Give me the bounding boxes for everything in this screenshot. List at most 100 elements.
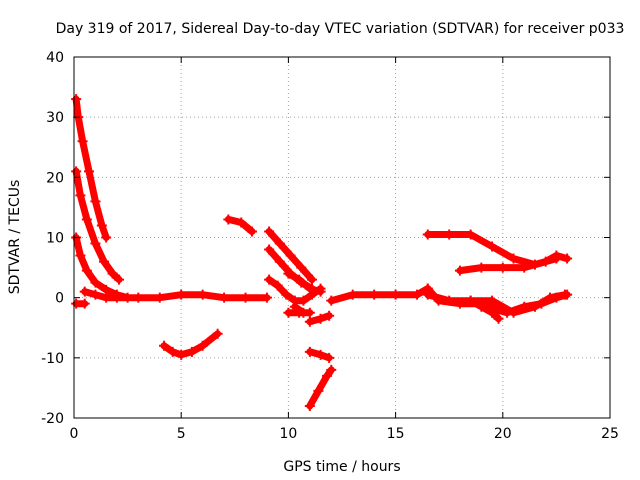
data-point	[487, 241, 498, 252]
data-point	[261, 292, 272, 303]
series-arc-22	[465, 295, 504, 324]
data-point	[444, 295, 455, 306]
data-point	[167, 346, 178, 357]
axis-ticks: 0 5 10 15 20 25 -20 -10 0 10 20 30 40	[41, 50, 619, 442]
x-tick-label: 15	[387, 426, 405, 442]
series-line	[72, 95, 110, 241]
x-tick-label: 25	[601, 426, 619, 442]
data-point	[133, 292, 144, 303]
data-point	[264, 274, 275, 285]
data-point	[326, 364, 337, 375]
data-point	[107, 268, 118, 279]
data-point	[324, 310, 335, 321]
data-point	[264, 226, 275, 237]
series-arc-11	[283, 268, 326, 297]
data-point	[75, 250, 86, 261]
data-point	[90, 277, 101, 288]
data-point	[186, 346, 197, 357]
data-point	[304, 346, 315, 357]
data-point	[476, 262, 487, 273]
x-axis-label: GPS time / hours	[283, 459, 400, 475]
data-point	[315, 313, 326, 324]
series-arc-7	[223, 214, 257, 237]
y-tick-label: 20	[46, 170, 64, 186]
data-point	[246, 226, 257, 237]
series-arc-21	[454, 250, 573, 276]
data-point	[559, 289, 570, 300]
x-tick-label: 0	[70, 426, 79, 442]
series-arc-14	[304, 310, 335, 327]
data-point	[519, 262, 530, 273]
data-point	[240, 292, 251, 303]
series-arc-10	[264, 274, 326, 306]
data-point	[99, 256, 110, 267]
data-point	[422, 229, 433, 240]
data-point	[422, 289, 433, 300]
series-line	[306, 366, 335, 410]
data-point	[298, 307, 309, 318]
y-tick-label: 40	[46, 50, 64, 66]
data-point	[283, 307, 294, 318]
data-point	[347, 289, 358, 300]
series-line	[160, 330, 222, 359]
data-point	[81, 265, 92, 276]
data-point	[274, 256, 285, 267]
data-point	[285, 250, 296, 261]
data-point	[289, 301, 300, 312]
series-arc-2	[71, 166, 125, 285]
series-line	[291, 303, 307, 317]
data-point	[306, 274, 317, 285]
data-series	[71, 94, 573, 411]
data-point	[111, 292, 122, 303]
series-arc-15	[304, 346, 335, 363]
data-point	[315, 286, 326, 297]
data-point	[283, 268, 294, 279]
data-point	[493, 313, 504, 324]
data-point	[304, 283, 315, 294]
data-point	[497, 262, 508, 273]
data-point	[159, 340, 170, 351]
data-point	[79, 286, 90, 297]
data-point	[154, 292, 165, 303]
data-point	[274, 238, 285, 249]
data-point	[79, 298, 90, 309]
data-point	[313, 385, 324, 396]
y-tick-label: 30	[46, 110, 64, 126]
data-point	[71, 298, 82, 309]
data-point	[529, 301, 540, 312]
series-arc-13	[289, 301, 309, 318]
data-point	[294, 274, 305, 285]
data-point	[296, 262, 307, 273]
data-point	[454, 265, 465, 276]
y-tick-label: 0	[55, 291, 64, 307]
data-point	[551, 250, 562, 261]
data-point	[508, 307, 519, 318]
data-point	[324, 352, 335, 363]
y-tick-label: -20	[41, 411, 64, 427]
data-point	[176, 349, 187, 360]
data-point	[465, 295, 476, 306]
series-arc-16	[304, 364, 337, 411]
data-point	[90, 238, 101, 249]
x-tick-label: 10	[279, 426, 297, 442]
series-line	[467, 297, 502, 323]
chart-title: Day 319 of 2017, Sidereal Day-to-day VTE…	[56, 21, 625, 37]
data-point	[75, 190, 86, 201]
data-point	[272, 280, 283, 291]
data-point	[71, 166, 82, 177]
data-point	[281, 289, 292, 300]
data-point	[81, 214, 92, 225]
data-point	[326, 295, 337, 306]
series-arc-19	[422, 289, 570, 318]
data-point	[197, 340, 208, 351]
series-arc-5	[79, 286, 272, 303]
x-tick-label: 5	[177, 426, 186, 442]
data-point	[84, 166, 95, 177]
data-point	[540, 256, 551, 267]
data-point	[236, 217, 247, 228]
data-point	[101, 232, 112, 243]
data-point	[390, 289, 401, 300]
data-point	[304, 316, 315, 327]
data-point	[444, 229, 455, 240]
